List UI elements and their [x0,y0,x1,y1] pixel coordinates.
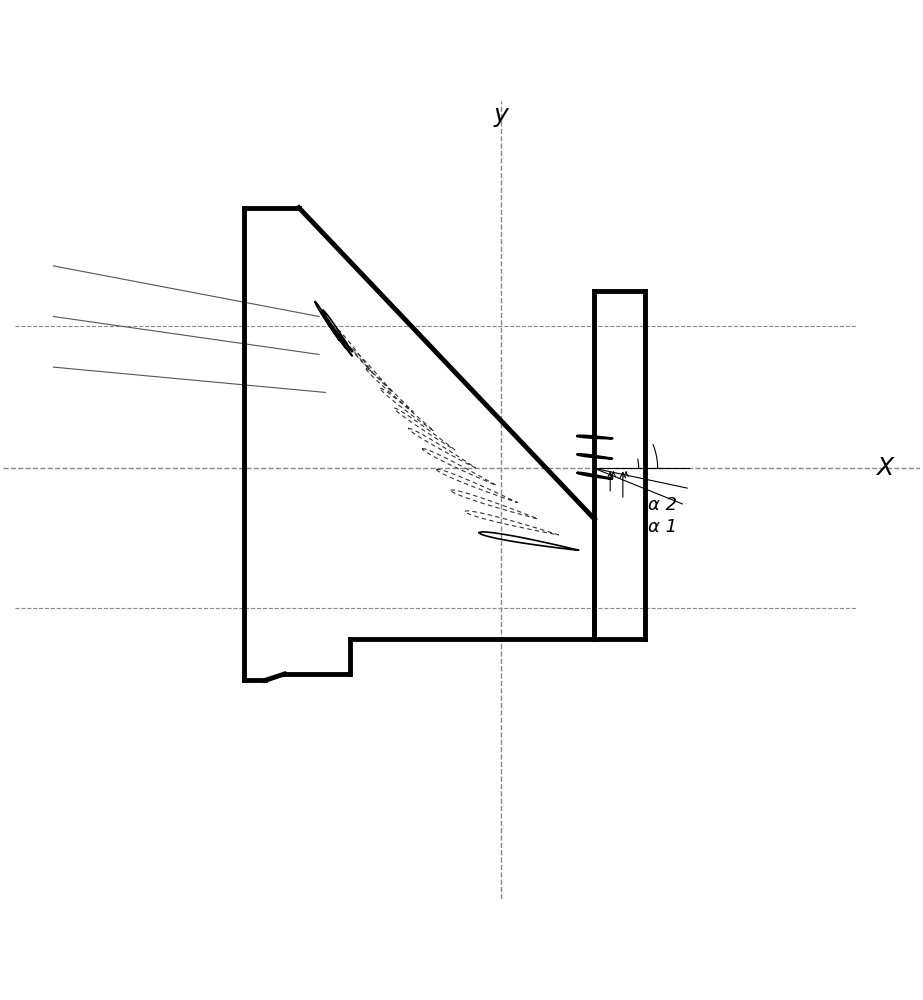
Text: y: y [494,103,508,127]
Text: X: X [876,456,893,480]
Text: α 1: α 1 [648,518,677,536]
Text: α 2: α 2 [648,496,677,514]
